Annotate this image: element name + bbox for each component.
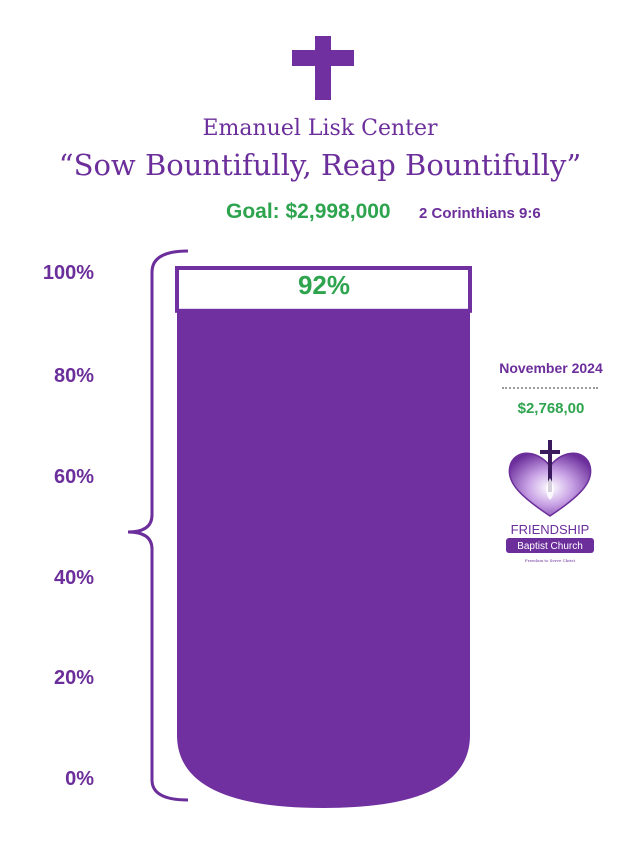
- y-tick-0: 0%: [65, 768, 94, 790]
- goal-amount: Goal: $2,998,000: [226, 200, 391, 223]
- y-tick-40: 40%: [53, 567, 94, 589]
- goal-bar-outline: [175, 266, 472, 313]
- y-tick-100: 100%: [42, 262, 94, 284]
- logo-text-baptist-church: Baptist Church: [517, 541, 583, 552]
- bible-verse: 2 Corinthians 9:6: [419, 205, 541, 222]
- y-tick-20: 20%: [53, 667, 94, 689]
- axis-bracket: [127, 249, 189, 802]
- y-tick-80: 80%: [53, 365, 94, 387]
- logo-tagline: Freedom to Serve Christ: [525, 558, 576, 563]
- cross-icon: [292, 36, 354, 100]
- update-month: November 2024: [499, 360, 603, 376]
- progress-bar-fill: [177, 310, 470, 808]
- friendship-baptist-church-logo: FRIENDSHIP Baptist Church Freedom to Ser…: [506, 440, 594, 563]
- amount-raised: $2,768,00: [517, 400, 585, 417]
- logo-text-friendship: FRIENDSHIP: [511, 522, 590, 537]
- dotted-divider: [502, 377, 598, 389]
- center-name: Emanuel Lisk Center: [202, 116, 438, 141]
- slogan-title: “Sow Bountifully, Reap Bountifully”: [58, 148, 582, 182]
- progress-percent-label: 92%: [297, 270, 351, 300]
- y-tick-60: 60%: [53, 466, 94, 488]
